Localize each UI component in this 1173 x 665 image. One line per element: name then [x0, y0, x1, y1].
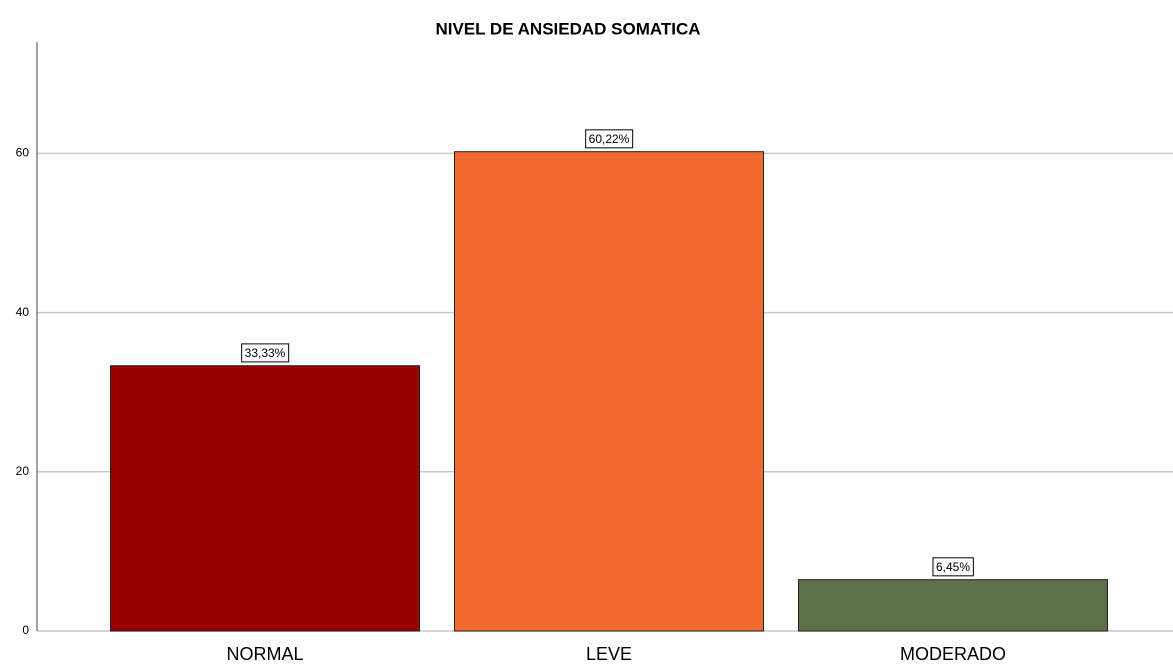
y-tick-label: 60 — [16, 146, 30, 160]
value-label: 33,33% — [245, 346, 286, 360]
value-label-box — [241, 343, 290, 363]
x-tick-label: MODERADO — [900, 644, 1006, 664]
y-tick-label: 40 — [16, 305, 30, 319]
bar — [454, 151, 764, 632]
x-tick-label: LEVE — [586, 644, 632, 664]
y-tick-label: 0 — [22, 623, 29, 637]
bar — [798, 579, 1108, 632]
y-tick-label: 20 — [16, 464, 30, 478]
chart-title: NIVEL DE ANSIEDAD SOMATICA — [435, 19, 700, 38]
value-label-box — [585, 129, 634, 149]
value-label: 60,22% — [589, 132, 630, 146]
x-tick-label: NORMAL — [226, 644, 303, 664]
value-label-box — [932, 557, 974, 577]
bar — [110, 365, 420, 632]
value-label: 6,45% — [936, 560, 970, 574]
